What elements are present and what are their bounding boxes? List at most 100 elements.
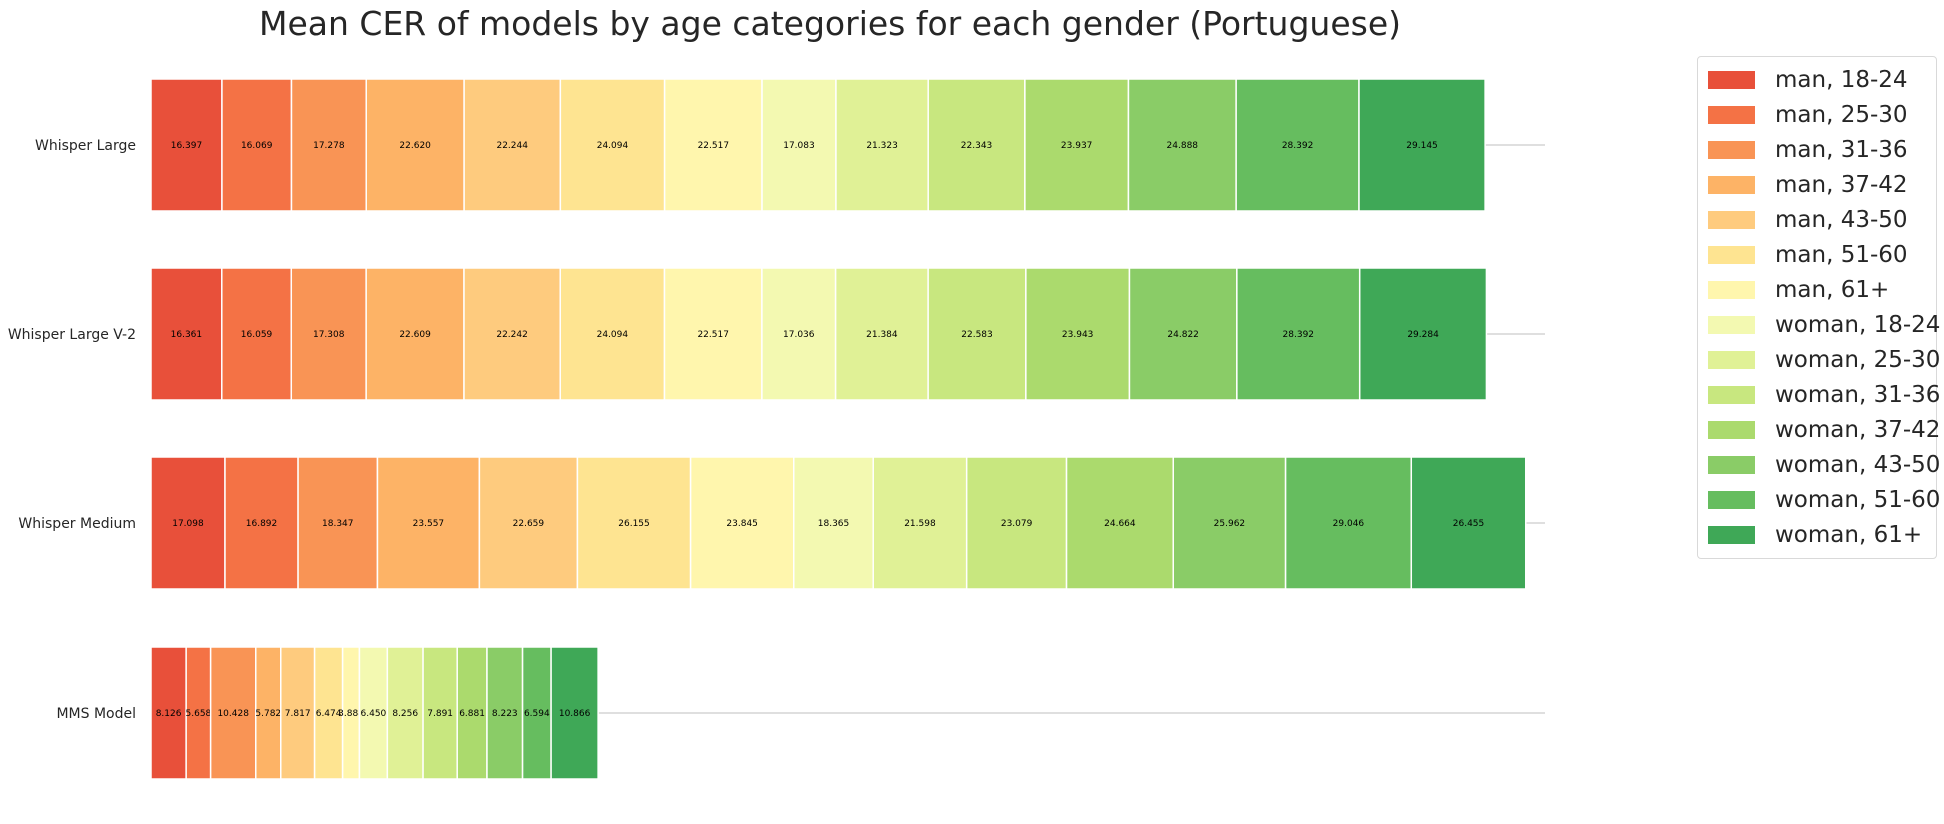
data-label-whisper-large-v-2-man-18-24: 16.361 <box>171 330 203 340</box>
legend-label: woman, 51-60 <box>1775 486 1941 513</box>
bar-whisper-medium-woman-51-60 <box>1284 456 1413 590</box>
data-label-mms-model-man-61: 3.888 <box>338 709 364 719</box>
legend-item-man-37-42: man, 37-42 <box>1698 167 1936 202</box>
bar-mms-model-woman-61 <box>550 646 599 780</box>
legend-label: man, 18-24 <box>1775 66 1908 93</box>
legend-swatch <box>1708 525 1755 544</box>
bar-whisper-large-v-2-man-18-24 <box>150 267 223 401</box>
bar-mms-model-woman-31-36 <box>422 646 458 780</box>
bar-mms-model-man-18-24 <box>150 646 187 780</box>
legend-swatch <box>1708 70 1755 89</box>
data-label-whisper-large-v-2-man-31-36: 17.308 <box>313 330 345 340</box>
category-label-mms-model: MMS Model <box>56 706 136 722</box>
data-label-mms-model-woman-61: 10.866 <box>559 709 591 719</box>
bar-whisper-large-woman-31-36 <box>927 78 1026 212</box>
data-label-whisper-medium-woman-25-30: 21.598 <box>904 519 936 529</box>
data-label-whisper-medium-man-51-60: 26.155 <box>618 519 650 529</box>
bar-whisper-large-v-2-woman-25-30 <box>834 267 929 401</box>
legend-label: man, 61+ <box>1775 276 1890 303</box>
bar-mms-model-woman-37-42 <box>456 646 488 780</box>
bar-whisper-large-man-31-36 <box>290 78 367 212</box>
bar-whisper-medium-man-61 <box>689 456 795 590</box>
chart-title: Mean CER of models by age categories for… <box>259 4 1401 43</box>
legend-label: woman, 43-50 <box>1775 451 1941 478</box>
data-label-whisper-large-v-2-woman-25-30: 21.384 <box>866 330 898 340</box>
legend-swatch <box>1708 315 1755 334</box>
data-label-whisper-large-woman-43-50: 24.888 <box>1167 141 1199 151</box>
bar-mms-model-woman-43-50 <box>486 646 524 780</box>
legend-swatch <box>1708 280 1755 299</box>
legend-item-woman-18-24: woman, 18-24 <box>1698 307 1940 342</box>
legend-swatch <box>1708 350 1755 369</box>
data-label-whisper-large-v-2-man-43-50: 22.242 <box>496 330 528 340</box>
bar-whisper-medium-man-43-50 <box>478 456 579 590</box>
legend-label: man, 51-60 <box>1775 241 1908 268</box>
data-label-whisper-large-woman-37-42: 23.937 <box>1061 141 1093 151</box>
data-label-whisper-large-man-25-30: 16.069 <box>241 141 273 151</box>
legend-label: woman, 37-42 <box>1775 416 1941 443</box>
legend-swatch <box>1708 420 1755 439</box>
legend-item-woman-31-36: woman, 31-36 <box>1698 377 1940 412</box>
legend-item-man-61: man, 61+ <box>1698 272 1936 307</box>
bar-whisper-large-v-2-woman-61 <box>1358 267 1488 401</box>
data-label-whisper-medium-woman-43-50: 25.962 <box>1214 519 1246 529</box>
legend-item-man-31-36: man, 31-36 <box>1698 132 1936 167</box>
legend-label: man, 37-42 <box>1775 171 1908 198</box>
bar-whisper-medium-man-25-30 <box>224 456 299 590</box>
bar-whisper-medium-woman-18-24 <box>793 456 874 590</box>
data-label-mms-model-woman-37-42: 6.881 <box>459 709 485 719</box>
bar-whisper-large-v-2-man-61 <box>663 267 763 401</box>
legend-label: man, 25-30 <box>1775 101 1908 128</box>
legend-label: woman, 18-24 <box>1775 311 1941 338</box>
data-label-whisper-large-woman-61: 29.145 <box>1406 141 1438 151</box>
legend-label: man, 43-50 <box>1775 206 1908 233</box>
bar-whisper-medium-man-31-36 <box>297 456 379 590</box>
bar-whisper-medium-woman-25-30 <box>872 456 968 590</box>
data-label-whisper-large-v-2-woman-31-36: 22.583 <box>961 330 993 340</box>
data-label-whisper-medium-man-25-30: 16.892 <box>246 519 278 529</box>
legend: man, 18-24 man, 25-30 man, 31-36 man, 37-42… <box>1697 56 1941 559</box>
bar-whisper-large-v-2-woman-37-42 <box>1025 267 1131 401</box>
data-label-whisper-medium-man-37-42: 23.557 <box>413 519 445 529</box>
legend-label: woman, 31-36 <box>1775 381 1941 408</box>
bar-whisper-large-v-2-woman-51-60 <box>1236 267 1361 401</box>
data-label-mms-model-man-51-60: 6.474 <box>316 709 342 719</box>
legend-swatch <box>1708 490 1755 509</box>
data-label-whisper-large-v-2-man-25-30: 16.059 <box>241 330 273 340</box>
data-label-whisper-large-man-51-60: 24.094 <box>597 141 629 151</box>
data-label-mms-model-woman-51-60: 6.594 <box>524 709 550 719</box>
bar-whisper-large-v-2-woman-31-36 <box>927 267 1027 401</box>
data-label-whisper-large-man-37-42: 22.620 <box>399 141 431 151</box>
legend-swatch <box>1708 140 1755 159</box>
data-label-whisper-large-man-18-24: 16.397 <box>171 141 203 151</box>
data-label-whisper-large-woman-18-24: 17.083 <box>783 141 815 151</box>
data-label-whisper-large-man-61: 22.517 <box>698 141 730 151</box>
bar-mms-model-woman-51-60 <box>521 646 552 780</box>
data-label-whisper-large-v-2-woman-61: 29.284 <box>1407 330 1439 340</box>
legend-item-man-43-50: man, 43-50 <box>1698 202 1936 237</box>
data-label-whisper-medium-man-61: 23.845 <box>726 519 758 529</box>
bar-whisper-large-v-2-woman-18-24 <box>761 267 837 401</box>
bar-whisper-medium-woman-43-50 <box>1172 456 1287 590</box>
bar-whisper-large-v-2-woman-43-50 <box>1128 267 1238 401</box>
bar-whisper-large-man-43-50 <box>463 78 562 212</box>
category-label-whisper-large-v-2: Whisper Large V-2 <box>8 327 136 343</box>
category-label-whisper-large: Whisper Large <box>35 138 136 154</box>
bar-whisper-medium-woman-61 <box>1410 456 1527 590</box>
legend-swatch <box>1708 245 1755 264</box>
legend-swatch <box>1708 105 1755 124</box>
bar-whisper-large-man-37-42 <box>365 78 465 212</box>
bar-whisper-medium-man-51-60 <box>576 456 692 590</box>
bar-whisper-medium-man-37-42 <box>376 456 481 590</box>
bar-whisper-medium-woman-31-36 <box>965 456 1068 590</box>
bar-mms-model-woman-25-30 <box>386 646 424 780</box>
bar-whisper-large-man-18-24 <box>150 78 223 212</box>
bar-whisper-large-v-2-man-37-42 <box>365 267 465 401</box>
data-label-whisper-large-v-2-woman-18-24: 17.036 <box>783 330 815 340</box>
bar-whisper-large-v-2-man-43-50 <box>463 267 561 401</box>
data-label-whisper-medium-woman-18-24: 18.365 <box>818 519 850 529</box>
bar-whisper-large-man-51-60 <box>559 78 666 212</box>
bar-whisper-large-v-2-man-51-60 <box>559 267 666 401</box>
data-label-whisper-medium-woman-31-36: 23.079 <box>1001 519 1033 529</box>
bar-whisper-large-v-2-man-25-30 <box>221 267 293 401</box>
